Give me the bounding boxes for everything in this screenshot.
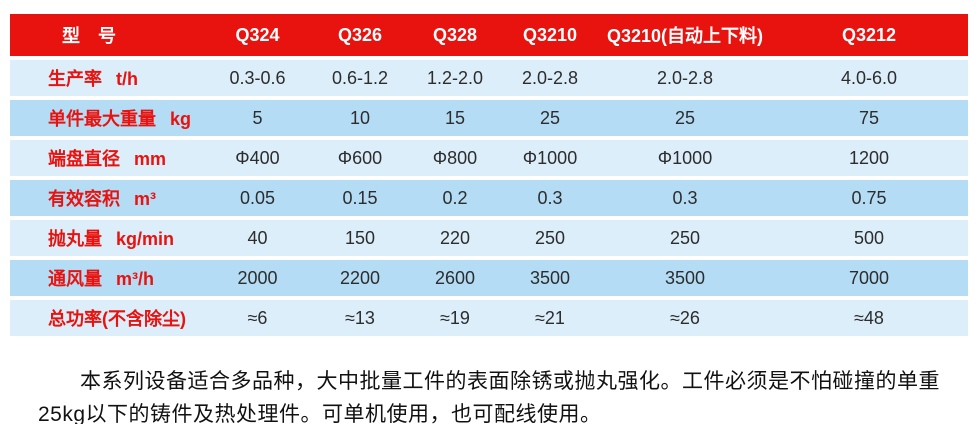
cell-value: ≈48 [770, 300, 968, 336]
spec-table: 型 号 Q324 Q326 Q328 Q3210 Q3210(自动上下料) Q3… [10, 10, 968, 340]
spec-table-container: 型 号 Q324 Q326 Q328 Q3210 Q3210(自动上下料) Q3… [10, 10, 968, 340]
cell-value: 0.3 [600, 180, 770, 216]
cell-value: 25 [500, 100, 600, 136]
cell-value: 0.05 [205, 180, 310, 216]
cell-value: 250 [500, 220, 600, 256]
row-unit-text: kg/min [116, 229, 175, 249]
header-model-q3212: Q3212 [770, 14, 968, 56]
row-label: 总功率(不含除尘) [10, 300, 205, 336]
cell-value: 1.2-2.0 [410, 60, 500, 96]
header-model-q324: Q324 [205, 14, 310, 56]
cell-value: 0.3-0.6 [205, 60, 310, 96]
cell-value: ≈13 [310, 300, 410, 336]
row-unit-text: m³ [134, 189, 156, 209]
cell-value: 0.75 [770, 180, 968, 216]
cell-value: 2600 [410, 260, 500, 296]
table-header-row: 型 号 Q324 Q326 Q328 Q3210 Q3210(自动上下料) Q3… [10, 14, 968, 56]
row-unit-text: mm [134, 149, 167, 169]
row-label-text: 单件最大重量 [48, 109, 156, 129]
row-label-text: 端盘直径 [48, 149, 120, 169]
cell-value: Φ600 [310, 140, 410, 176]
cell-value: 0.15 [310, 180, 410, 216]
cell-value: ≈6 [205, 300, 310, 336]
cell-value: 2.0-2.8 [500, 60, 600, 96]
cell-value: 500 [770, 220, 968, 256]
cell-value: 75 [770, 100, 968, 136]
cell-value: Φ800 [410, 140, 500, 176]
cell-value: 2000 [205, 260, 310, 296]
cell-value: 15 [410, 100, 500, 136]
table-row-shot-blasting-quantity: 抛丸量 kg/min 40 150 220 250 250 500 [10, 220, 968, 256]
table-row-ventilation-volume: 通风量 m³/h 2000 2200 2600 3500 3500 7000 [10, 260, 968, 296]
header-model-q326: Q326 [310, 14, 410, 56]
header-model-q3210-auto: Q3210(自动上下料) [600, 14, 770, 56]
cell-value: 25 [600, 100, 770, 136]
cell-value: 0.2 [410, 180, 500, 216]
row-label: 通风量 m³/h [10, 260, 205, 296]
row-label: 抛丸量 kg/min [10, 220, 205, 256]
cell-value: 0.6-1.2 [310, 60, 410, 96]
cell-value: 7000 [770, 260, 968, 296]
row-label-text: 通风量 [48, 269, 102, 289]
row-unit-text: t/h [116, 69, 138, 89]
cell-value: 220 [410, 220, 500, 256]
cell-value: Φ1000 [500, 140, 600, 176]
cell-value: 4.0-6.0 [770, 60, 968, 96]
row-label: 生产率 t/h [10, 60, 205, 96]
row-label-text: 有效容积 [48, 189, 120, 209]
cell-value: 150 [310, 220, 410, 256]
cell-value: 3500 [600, 260, 770, 296]
row-label: 端盘直径 mm [10, 140, 205, 176]
cell-value: 40 [205, 220, 310, 256]
cell-value: Φ400 [205, 140, 310, 176]
table-row-max-piece-weight: 单件最大重量 kg 5 10 15 25 25 75 [10, 100, 968, 136]
cell-value: 10 [310, 100, 410, 136]
row-label: 有效容积 m³ [10, 180, 205, 216]
header-model-q3210: Q3210 [500, 14, 600, 56]
cell-value: 0.3 [500, 180, 600, 216]
cell-value: 2.0-2.8 [600, 60, 770, 96]
row-label-text: 总功率(不含除尘) [48, 309, 186, 329]
row-label-text: 生产率 [48, 69, 102, 89]
row-unit-text: kg [170, 109, 192, 129]
table-row-effective-volume: 有效容积 m³ 0.05 0.15 0.2 0.3 0.3 0.75 [10, 180, 968, 216]
header-model-q328: Q328 [410, 14, 500, 56]
cell-value: 250 [600, 220, 770, 256]
cell-value: 5 [205, 100, 310, 136]
cell-value: ≈21 [500, 300, 600, 336]
table-row-total-power: 总功率(不含除尘) ≈6 ≈13 ≈19 ≈21 ≈26 ≈48 [10, 300, 968, 336]
header-model-label: 型 号 [10, 14, 205, 56]
cell-value: ≈26 [600, 300, 770, 336]
cell-value: 2200 [310, 260, 410, 296]
cell-value: 1200 [770, 140, 968, 176]
cell-value: ≈19 [410, 300, 500, 336]
cell-value: 3500 [500, 260, 600, 296]
table-row-production-rate: 生产率 t/h 0.3-0.6 0.6-1.2 1.2-2.0 2.0-2.8 2… [10, 60, 968, 96]
table-row-end-disc-diameter: 端盘直径 mm Φ400 Φ600 Φ800 Φ1000 Φ1000 1200 [10, 140, 968, 176]
cell-value: Φ1000 [600, 140, 770, 176]
row-label-text: 抛丸量 [48, 229, 102, 249]
row-label: 单件最大重量 kg [10, 100, 205, 136]
row-unit-text: m³/h [116, 269, 154, 289]
description-paragraph: 本系列设备适合多品种，大中批量工件的表面除锈或抛丸强化。工件必须是不怕碰撞的单重… [38, 370, 940, 424]
